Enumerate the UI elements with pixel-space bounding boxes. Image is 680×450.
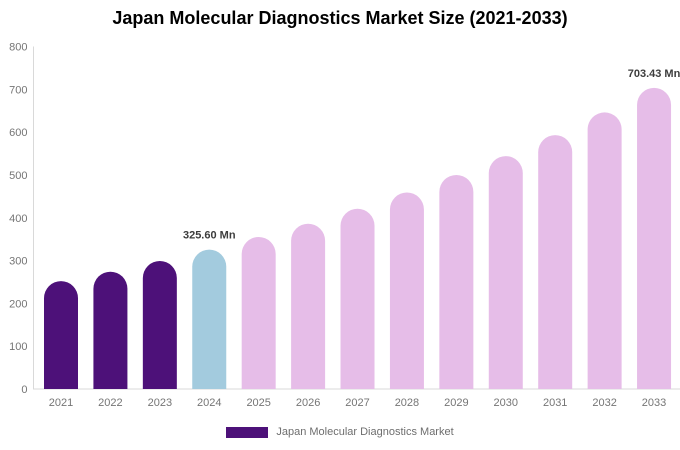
- bar-2029: [439, 174, 474, 389]
- x-tick-label: 2021: [49, 397, 73, 409]
- x-tick-label: 2033: [642, 397, 666, 409]
- x-tick-label: 2024: [197, 397, 221, 409]
- y-tick-label: 200: [9, 298, 27, 310]
- y-tick-label: 400: [9, 213, 27, 225]
- bar-value-label-2033: 703.43 Mn: [628, 68, 680, 80]
- x-tick-label: 2032: [592, 397, 616, 409]
- x-tick-label: 2031: [543, 397, 567, 409]
- y-tick-label: 300: [9, 256, 27, 268]
- bar-value-label-2024: 325.60 Mn: [183, 230, 236, 242]
- chart-title: Japan Molecular Diagnostics Market Size …: [112, 8, 568, 28]
- y-tick-label: 600: [9, 127, 27, 139]
- x-tick-label: 2023: [148, 397, 172, 409]
- bar-2024: [192, 249, 227, 389]
- x-tick-label: 2027: [345, 397, 369, 409]
- x-tick-label: 2028: [395, 397, 419, 409]
- bar-2023: [142, 260, 177, 389]
- legend: Japan Molecular Diagnostics Market: [0, 426, 680, 438]
- bar-2033: [637, 87, 672, 390]
- legend-label: Japan Molecular Diagnostics Market: [276, 426, 454, 438]
- y-tick-label: 0: [21, 384, 27, 396]
- y-tick-label: 100: [9, 341, 27, 353]
- bar-2021: [44, 281, 78, 389]
- bar-2026: [291, 223, 326, 389]
- y-tick-label: 500: [9, 170, 27, 182]
- bar-2031: [538, 135, 573, 389]
- x-tick-label: 2026: [296, 397, 320, 409]
- y-tick-label: 800: [9, 42, 27, 54]
- x-tick-label: 2022: [98, 397, 122, 409]
- bar-2025: [241, 237, 276, 389]
- bar-2027: [340, 208, 375, 389]
- bar-2022: [93, 271, 128, 389]
- y-tick-label: 700: [9, 84, 27, 96]
- bar-2030: [488, 156, 523, 389]
- bar-2028: [389, 192, 424, 389]
- x-tick-label: 2030: [494, 397, 518, 409]
- bar-2032: [587, 112, 622, 389]
- x-tick-label: 2025: [246, 397, 270, 409]
- x-tick-label: 2029: [444, 397, 468, 409]
- legend-swatch-icon: [226, 426, 269, 438]
